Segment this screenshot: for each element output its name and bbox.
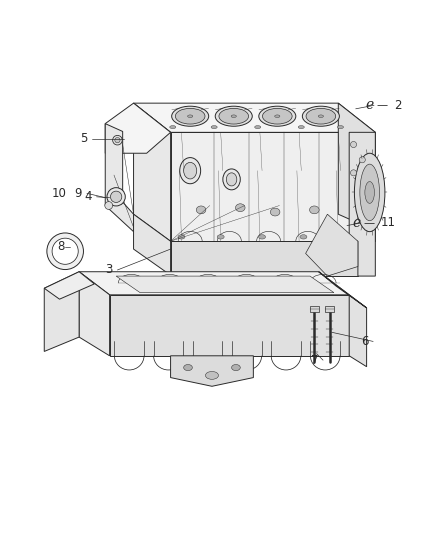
Ellipse shape	[350, 170, 357, 176]
Polygon shape	[44, 272, 94, 299]
Ellipse shape	[172, 106, 209, 126]
Ellipse shape	[215, 106, 252, 126]
Text: 10: 10	[51, 187, 66, 200]
Ellipse shape	[231, 115, 236, 117]
Text: 11: 11	[381, 216, 396, 229]
Polygon shape	[116, 276, 334, 293]
Ellipse shape	[236, 204, 245, 212]
Ellipse shape	[184, 365, 192, 370]
Ellipse shape	[259, 235, 266, 239]
Text: —: —	[363, 218, 375, 228]
Polygon shape	[170, 356, 253, 386]
Text: e: e	[353, 216, 361, 230]
Circle shape	[52, 238, 78, 264]
Ellipse shape	[170, 126, 176, 128]
Ellipse shape	[300, 235, 307, 239]
Ellipse shape	[180, 158, 201, 184]
Polygon shape	[338, 103, 375, 241]
Ellipse shape	[318, 115, 323, 117]
Ellipse shape	[298, 126, 304, 128]
Polygon shape	[105, 103, 170, 154]
Ellipse shape	[196, 206, 206, 214]
Ellipse shape	[226, 173, 237, 186]
Ellipse shape	[217, 235, 224, 239]
Text: 6: 6	[361, 335, 368, 348]
Polygon shape	[349, 132, 375, 276]
Polygon shape	[134, 103, 375, 132]
Ellipse shape	[302, 106, 340, 126]
Ellipse shape	[350, 141, 357, 148]
Polygon shape	[44, 272, 79, 351]
Polygon shape	[134, 103, 170, 241]
Ellipse shape	[111, 191, 122, 203]
Ellipse shape	[175, 108, 205, 124]
Ellipse shape	[259, 106, 296, 126]
Ellipse shape	[232, 365, 240, 370]
Polygon shape	[170, 132, 375, 241]
Ellipse shape	[360, 164, 379, 221]
Ellipse shape	[271, 208, 280, 216]
Ellipse shape	[354, 154, 385, 232]
Text: e: e	[366, 98, 374, 112]
Text: 4: 4	[84, 190, 92, 203]
Bar	[325, 306, 334, 312]
Circle shape	[47, 233, 83, 270]
Text: 3: 3	[105, 263, 112, 277]
Polygon shape	[110, 295, 349, 356]
Ellipse shape	[184, 163, 197, 179]
Text: —: —	[376, 100, 388, 110]
Text: 5: 5	[80, 132, 87, 146]
Ellipse shape	[275, 115, 280, 117]
Ellipse shape	[219, 108, 249, 124]
Text: 7: 7	[311, 354, 318, 367]
Ellipse shape	[223, 169, 240, 190]
Ellipse shape	[115, 138, 120, 143]
Ellipse shape	[187, 115, 193, 117]
Polygon shape	[349, 295, 367, 367]
Polygon shape	[305, 214, 358, 276]
Ellipse shape	[178, 235, 185, 239]
Text: 2: 2	[394, 99, 402, 112]
Ellipse shape	[113, 135, 122, 145]
Polygon shape	[79, 272, 110, 356]
Ellipse shape	[306, 108, 336, 124]
Bar	[310, 306, 319, 312]
Ellipse shape	[263, 108, 292, 124]
Ellipse shape	[255, 126, 261, 128]
Ellipse shape	[365, 182, 375, 203]
Polygon shape	[105, 124, 134, 232]
Ellipse shape	[337, 126, 343, 128]
Ellipse shape	[105, 201, 113, 209]
Ellipse shape	[359, 157, 365, 163]
Text: 8: 8	[57, 240, 65, 253]
Ellipse shape	[211, 126, 217, 128]
Ellipse shape	[205, 372, 218, 379]
Polygon shape	[134, 214, 170, 275]
Polygon shape	[79, 272, 349, 295]
Ellipse shape	[309, 206, 319, 214]
Ellipse shape	[107, 188, 125, 206]
Polygon shape	[170, 241, 358, 276]
Ellipse shape	[337, 235, 344, 239]
Text: 9: 9	[74, 187, 82, 200]
Polygon shape	[319, 272, 367, 308]
